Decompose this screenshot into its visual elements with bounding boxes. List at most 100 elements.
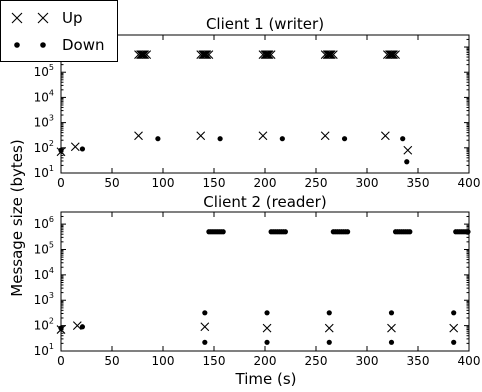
x-tick-label: 300 <box>356 354 379 368</box>
y-tick-label: 104 <box>34 88 54 104</box>
y-tick-label: 102 <box>34 317 54 333</box>
point-up <box>258 131 268 141</box>
x-tick-label: 300 <box>356 176 379 190</box>
x-tick-label: 150 <box>203 354 226 368</box>
point-up <box>134 131 143 141</box>
point-up <box>140 50 150 59</box>
y-tick-label: 105 <box>34 63 54 79</box>
point-up <box>266 50 276 59</box>
point-up <box>325 50 335 59</box>
point-up <box>138 50 147 59</box>
point-down <box>202 339 208 345</box>
point-up <box>202 50 212 59</box>
x-tick-label: 50 <box>104 354 119 368</box>
x-tick-label: 0 <box>57 354 65 368</box>
point-up <box>324 50 334 59</box>
point-down <box>217 136 223 142</box>
point-up <box>260 50 270 59</box>
x-tick-label: 400 <box>458 176 481 190</box>
point-down <box>465 229 471 235</box>
y-tick-label: 103 <box>34 114 54 130</box>
x-tick-label: 400 <box>458 354 481 368</box>
point-up <box>391 50 400 59</box>
panel-client-2: Client 2 (reader) 0 50 100 150 200 250 300 350 40… <box>34 193 481 368</box>
legend-marker-up <box>37 12 49 24</box>
point-down <box>282 229 288 235</box>
y-tick-label: 105 <box>34 240 54 256</box>
legend-label: Down <box>62 36 105 54</box>
point-down <box>279 136 285 142</box>
point-up <box>322 50 332 59</box>
x-tick-label: 100 <box>152 176 175 190</box>
point-up <box>380 131 390 141</box>
x-tick-label: 50 <box>104 176 119 190</box>
y-tick-label: 104 <box>34 266 54 282</box>
point-up <box>72 321 82 331</box>
x-tick-label: 100 <box>152 354 175 368</box>
point-up <box>198 50 208 59</box>
panel-title: Client 1 (writer) <box>206 15 324 33</box>
legend: Up Down <box>0 0 118 62</box>
x-tick-label: 250 <box>305 176 328 190</box>
point-up <box>196 131 206 141</box>
point-up <box>139 50 149 59</box>
point-down <box>404 159 410 165</box>
point-up <box>389 50 398 59</box>
point-down <box>264 310 270 316</box>
x-tick-label: 250 <box>305 354 328 368</box>
point-up <box>262 323 272 333</box>
point-down <box>388 310 395 316</box>
x-tick-label: 200 <box>254 176 277 190</box>
point-up <box>320 131 330 141</box>
point-up <box>387 323 396 333</box>
point-down <box>400 136 406 142</box>
point-up <box>403 145 413 155</box>
point-up <box>385 50 394 59</box>
point-down <box>58 147 64 153</box>
x-tick-label: 200 <box>254 354 277 368</box>
point-up <box>388 50 397 59</box>
y-tick-label: 106 <box>34 215 54 231</box>
point-down <box>79 146 86 152</box>
point-down <box>451 310 457 316</box>
x-tick-label: 350 <box>407 354 430 368</box>
point-up <box>142 50 152 59</box>
point-up <box>70 142 80 152</box>
point-up <box>387 50 396 59</box>
point-up <box>328 50 338 59</box>
point-down <box>264 339 270 345</box>
point-down <box>79 324 86 330</box>
point-up <box>200 322 210 332</box>
point-down <box>326 310 332 316</box>
y-axis-label: Message size (bytes) <box>8 139 26 296</box>
legend-box <box>0 0 118 62</box>
point-down <box>155 136 161 142</box>
point-up <box>263 50 273 59</box>
x-tick-label: 0 <box>57 176 65 190</box>
y-tick-label: 101 <box>34 164 54 180</box>
point-down <box>407 229 413 235</box>
x-axis-label: Time (s) <box>235 370 297 388</box>
point-up <box>449 323 459 333</box>
y-tick-label: 101 <box>34 342 54 358</box>
point-down <box>220 229 226 235</box>
x-tick-label: 150 <box>203 176 226 190</box>
point-up <box>264 50 274 59</box>
panel-title: Client 2 (reader) <box>203 193 326 211</box>
point-down <box>326 339 332 345</box>
point-up <box>324 323 334 333</box>
point-down <box>341 136 348 142</box>
legend-marker-down <box>14 42 20 48</box>
point-down <box>202 310 208 316</box>
point-down <box>345 229 351 235</box>
x-tick-label: 350 <box>407 176 430 190</box>
legend-marker-up <box>11 12 23 24</box>
legend-label: Up <box>62 9 83 27</box>
legend-marker-down <box>40 42 46 48</box>
point-up <box>136 50 145 59</box>
y-tick-label: 102 <box>34 139 54 155</box>
point-up <box>201 50 211 59</box>
point-down <box>388 339 395 345</box>
y-tick-label: 103 <box>34 291 54 307</box>
